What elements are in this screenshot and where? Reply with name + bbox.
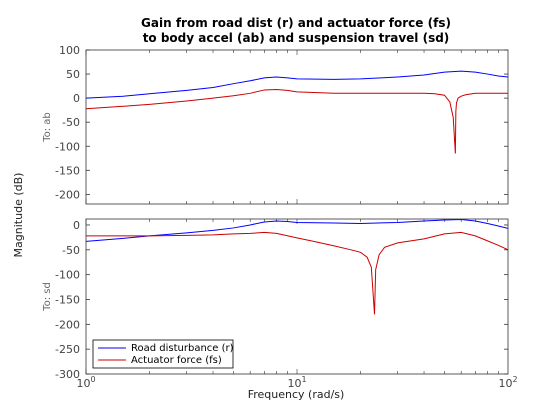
- y-tick-label-toab: -200: [55, 188, 80, 201]
- y-tick-label-toab: -100: [55, 140, 80, 153]
- y-tick-label-tosd: -50: [62, 244, 80, 257]
- legend: Road disturbance (r) Actuator force (fs): [92, 339, 234, 369]
- series-line-actuator-tosd: [86, 231, 508, 315]
- plot-area-toab: [86, 50, 508, 204]
- y-tick-label-tosd: -250: [55, 343, 80, 356]
- axes-box-tosd: [85, 218, 509, 375]
- series-line-road-tosd: [86, 219, 508, 242]
- x-tick-label: 102: [498, 375, 517, 390]
- output-label-toab: To: ab: [42, 112, 53, 143]
- chart-title-line-1: Gain from road dist (r) and actuator for…: [141, 16, 451, 30]
- y-tick-label-tosd: -200: [55, 318, 80, 331]
- y-axis-label: Magnitude (dB): [12, 173, 25, 258]
- y-tick-label-tosd: -150: [55, 293, 80, 306]
- y-tick-label-toab: -150: [55, 164, 80, 177]
- y-tick-label-toab: 0: [73, 92, 80, 105]
- legend-label-road: Road disturbance (r): [131, 343, 234, 354]
- panel-ab: 100 50 0 -50 -100 -150 -200 To: ab: [42, 44, 509, 205]
- y-tick-label-tosd: -300: [55, 368, 80, 381]
- series-line-road-toab: [86, 70, 508, 99]
- y-tick-label-toab: -50: [62, 116, 80, 129]
- legend-label-actuator: Actuator force (fs): [131, 355, 222, 366]
- y-tick-label-tosd: 0: [73, 219, 80, 232]
- chart-title-line-2: to body accel (ab) and suspension travel…: [143, 31, 450, 45]
- x-axis-label: Frequency (rad/s): [248, 388, 345, 401]
- y-tick-label-toab: 100: [59, 44, 80, 57]
- series-line-actuator-toab: [86, 88, 508, 154]
- y-tick-label-tosd: -100: [55, 269, 80, 282]
- output-label-tosd: To: sd: [42, 282, 53, 312]
- y-tick-label-toab: 50: [66, 68, 80, 81]
- legend-box: [92, 339, 234, 369]
- axes-box-toab: [85, 49, 509, 205]
- x-tick-label: 100: [76, 375, 95, 390]
- x-tick-label: 101: [287, 375, 306, 390]
